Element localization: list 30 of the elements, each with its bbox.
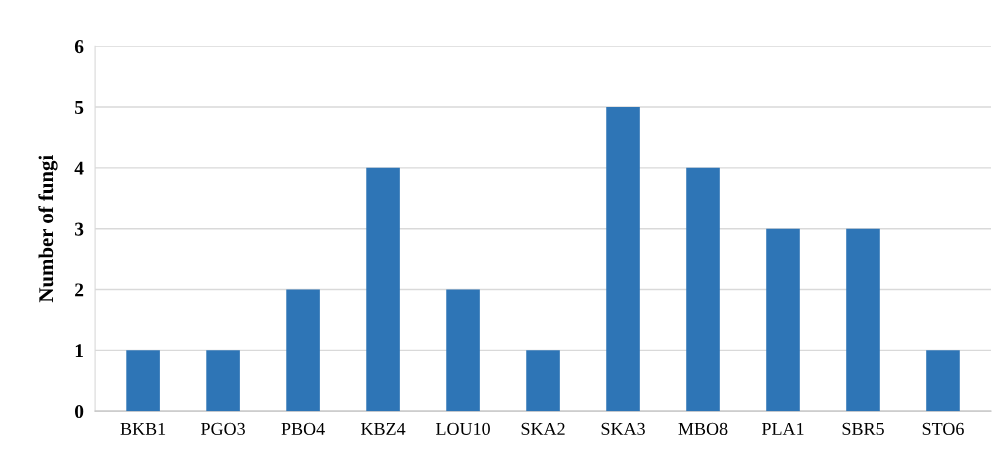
bar (286, 289, 320, 412)
x-tick-label: KBZ4 (361, 422, 406, 435)
x-tick-label: STO6 (922, 422, 964, 435)
y-tick-label: 0 (75, 405, 84, 419)
x-tick-label: PGO3 (201, 422, 245, 435)
bar (366, 167, 400, 412)
y-tick-label: 1 (75, 344, 83, 358)
bar (686, 167, 720, 412)
x-tick-label: PLA1 (761, 422, 804, 435)
y-tick-label: 2 (75, 283, 84, 297)
bar (606, 107, 640, 412)
x-tick-label: MBO8 (678, 422, 728, 435)
bar (206, 350, 240, 412)
x-tick-label: BKB1 (120, 422, 166, 435)
y-tick-label: 3 (74, 222, 84, 236)
x-tick-label: LOU10 (435, 422, 490, 435)
bar (846, 228, 880, 412)
bar (446, 289, 480, 412)
y-tick-label: 4 (74, 161, 84, 175)
y-tick-label: 5 (75, 101, 84, 114)
x-tick-label: PBO4 (281, 422, 325, 435)
x-tick-label: SBR5 (842, 422, 884, 435)
bar (526, 350, 560, 412)
bar (126, 350, 160, 412)
y-tick-label: 6 (74, 40, 84, 54)
bar (766, 228, 800, 412)
x-tick-label: SKA2 (521, 422, 565, 435)
bar (926, 350, 960, 412)
y-axis-title: Number of fungi (38, 155, 58, 303)
x-tick-label: SKA3 (601, 422, 645, 435)
